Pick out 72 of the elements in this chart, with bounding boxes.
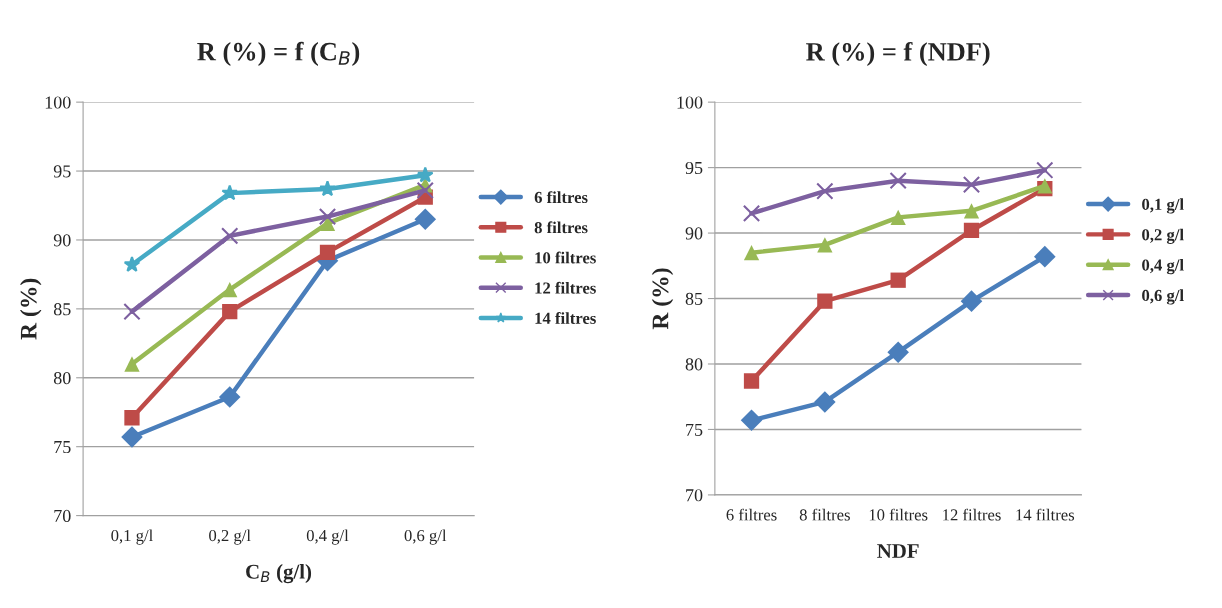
x-tick-label: 0,4 g/l	[306, 529, 349, 545]
y-tick-label: 75	[686, 423, 703, 436]
point	[743, 373, 760, 389]
y-tick-label: 90	[685, 227, 703, 240]
x-tick-label: 10 filtres	[869, 508, 928, 521]
legend-label: 0,6 g/l	[1142, 289, 1184, 305]
legend-label: 6 filtres	[534, 191, 588, 204]
chart-title: R (%) = f (NDF)	[806, 41, 990, 67]
y-tick-label: 80	[53, 372, 71, 385]
point	[890, 209, 906, 225]
point	[123, 302, 141, 321]
x-axis-title: NDF	[877, 544, 919, 558]
point	[221, 227, 239, 245]
point	[1034, 245, 1056, 268]
point	[319, 180, 336, 197]
point	[416, 166, 434, 183]
x-tick-label: 8 filtres	[799, 508, 850, 521]
y-tick-label: 75	[54, 441, 71, 454]
point	[817, 293, 833, 309]
y-axis-title: R (%)	[651, 268, 674, 330]
point	[123, 256, 141, 272]
x-tick-label: 14 filtres	[1016, 508, 1075, 521]
point	[124, 410, 140, 426]
point	[1036, 161, 1054, 179]
point	[816, 182, 834, 200]
y-tick-label: 95	[685, 161, 703, 175]
x-tick-label: 12 filtres	[943, 508, 1001, 521]
y-tick-label: 95	[53, 165, 71, 178]
point	[962, 175, 981, 194]
y-tick-label: 100	[45, 96, 71, 109]
y-tick-label: 90	[53, 234, 71, 247]
point	[740, 409, 763, 432]
legend-label: 14 filtres	[535, 312, 596, 324]
point	[817, 237, 833, 253]
legend-label: 0,4 g/l	[1142, 259, 1184, 275]
y-tick-label: 70	[686, 489, 703, 502]
point	[121, 426, 143, 448]
point	[221, 184, 239, 201]
point	[890, 272, 906, 288]
y-axis-title: R (%)	[20, 278, 42, 340]
point	[889, 172, 907, 190]
y-tick-label: 80	[685, 358, 703, 371]
chart-title: R (%) = f (C$_{B}$)	[197, 41, 360, 66]
legend-label: 0,2 g/l	[1142, 228, 1184, 244]
legend-label: 10 filtres	[535, 251, 596, 264]
point	[416, 181, 434, 200]
point	[218, 386, 241, 408]
point	[963, 222, 980, 239]
point	[222, 281, 238, 298]
point	[319, 244, 336, 260]
point	[414, 208, 437, 231]
point	[960, 290, 983, 312]
x-tick-label: 0,2 g/l	[209, 529, 251, 545]
y-tick-label: 100	[677, 96, 703, 109]
x-tick-label: 0,6 g/l	[404, 529, 447, 545]
legend-label: 12 filtres	[535, 281, 596, 294]
point	[814, 391, 836, 413]
y-tick-label: 70	[54, 509, 71, 523]
y-tick-label: 85	[53, 303, 71, 316]
point	[963, 203, 980, 219]
legend-label: 8 filtres	[534, 221, 588, 234]
y-tick-label: 85	[685, 292, 703, 305]
point	[222, 303, 238, 320]
x-axis-title: C$_{B}$ (g/l)	[246, 564, 312, 584]
point	[742, 204, 761, 223]
point	[124, 356, 140, 372]
legend-label: 0,1 g/l	[1142, 198, 1184, 214]
point	[887, 341, 909, 364]
point	[318, 207, 337, 226]
x-tick-label: 0,1 g/l	[111, 529, 153, 545]
x-tick-label: 6 filtres	[726, 508, 777, 521]
point	[743, 245, 760, 261]
